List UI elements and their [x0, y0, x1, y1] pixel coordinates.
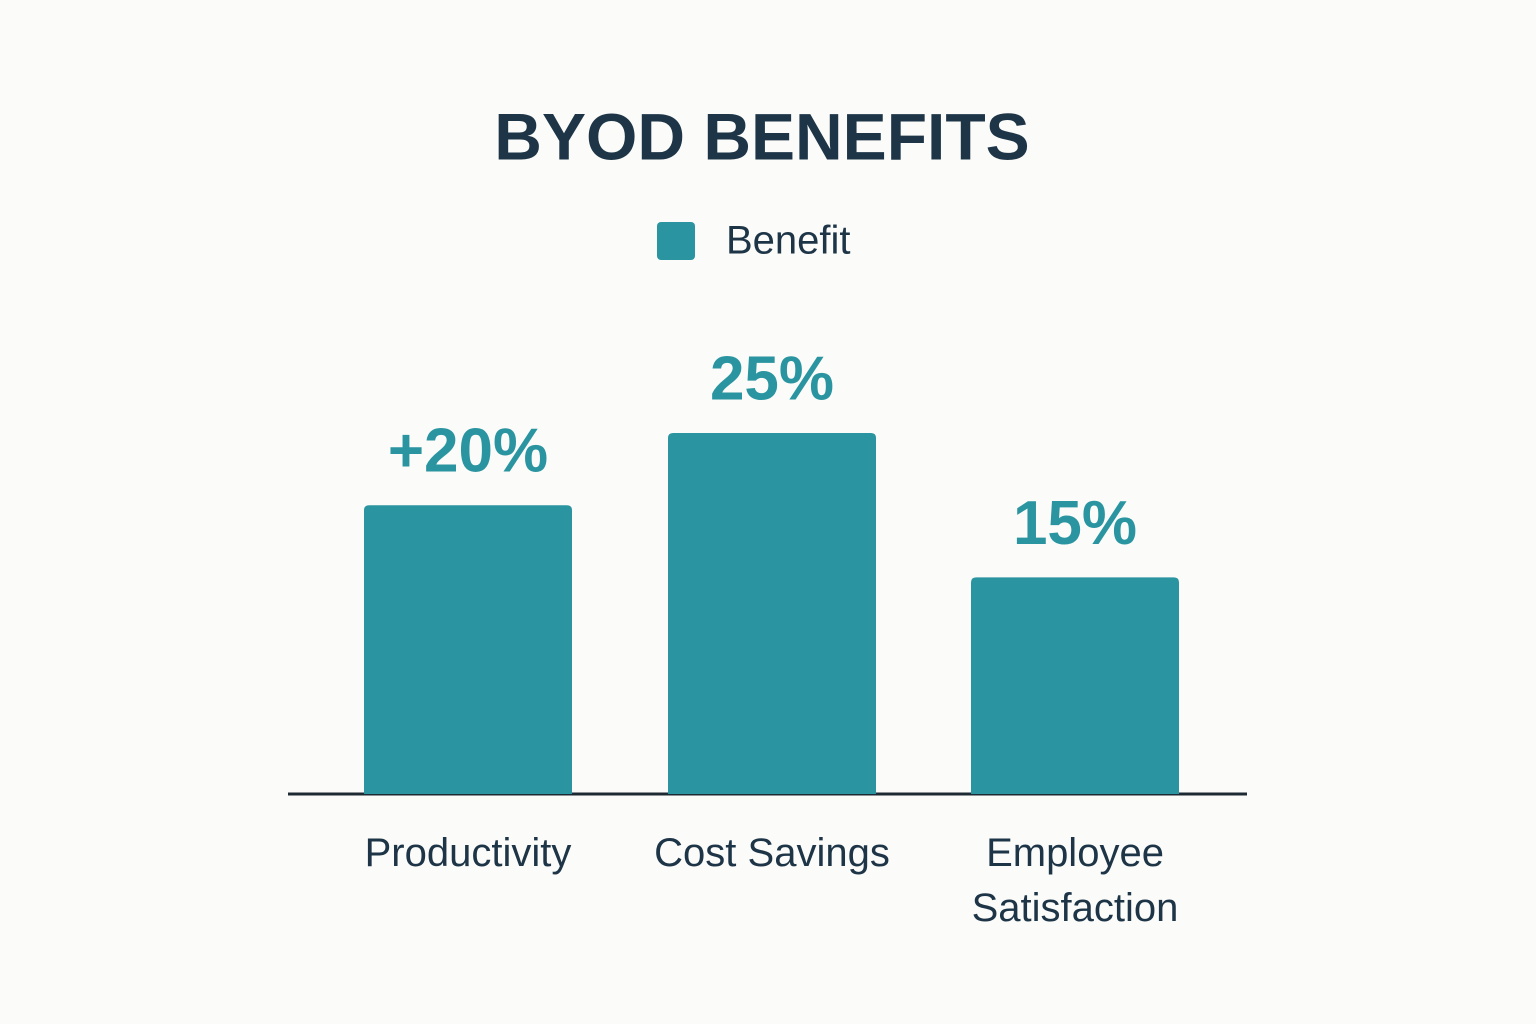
bar: [364, 505, 572, 794]
value-label: 15%: [1013, 489, 1137, 558]
chart-title: BYOD BENEFITS: [494, 99, 1029, 173]
value-label: 25%: [710, 344, 834, 413]
legend-label: Benefit: [726, 219, 851, 263]
x-tick-label: Employee Satisfaction: [971, 831, 1179, 930]
x-tick-label: Cost Savings: [654, 831, 890, 875]
legend-swatch: [657, 222, 695, 260]
value-label: +20%: [388, 417, 548, 486]
bar: [668, 433, 876, 794]
x-tick-label: Productivity: [364, 831, 572, 875]
bar: [971, 577, 1179, 794]
